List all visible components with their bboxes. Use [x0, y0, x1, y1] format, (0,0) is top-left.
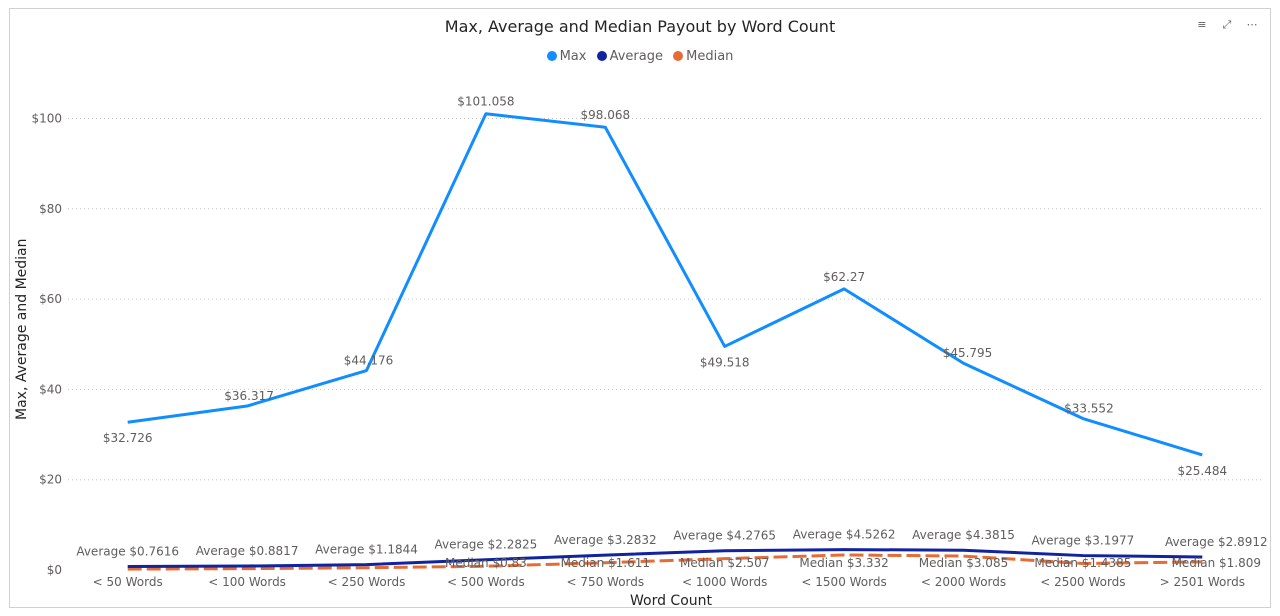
series-line-max[interactable] [127, 112, 1203, 457]
x-tick-label: < 1500 Words [801, 575, 886, 589]
data-label-max: $45.795 [943, 346, 993, 360]
y-tick-label: $100 [31, 112, 62, 126]
filter-icon[interactable]: ≡ [1197, 18, 1207, 31]
series-line-average[interactable] [127, 548, 1203, 569]
data-label-max: $62.27 [823, 270, 865, 284]
data-point-max[interactable] [601, 123, 609, 131]
data-point-average[interactable] [124, 563, 132, 571]
legend-label-average: Average [609, 49, 663, 64]
chart-legend: Max Average Median [10, 49, 1270, 64]
y-tick-label: $80 [39, 202, 62, 216]
focus-mode-icon[interactable]: ⤢ [1222, 18, 1232, 31]
visual-header-icons: ≡ ⤢ ⋯ [1192, 13, 1262, 32]
chart-title: Max, Average and Median Payout by Word C… [444, 17, 836, 36]
data-label-max: $44.176 [344, 354, 394, 368]
y-axis-title: Max, Average and Median [14, 239, 30, 421]
data-point-average[interactable] [960, 546, 968, 554]
x-axis-title: Word Count [630, 593, 713, 607]
data-point-max[interactable] [840, 285, 848, 293]
chart-visual: Max, Average and Median Payout by Word C… [9, 8, 1271, 608]
data-label-max: $36.317 [224, 389, 274, 403]
data-point-average[interactable] [363, 561, 371, 569]
x-tick-label: < 250 Words [328, 575, 406, 589]
data-point-max[interactable] [482, 110, 490, 118]
legend-label-max: Max [559, 49, 587, 64]
legend-label-median: Median [686, 49, 734, 64]
legend-item-median[interactable]: Median [673, 49, 733, 64]
data-point-average[interactable] [243, 562, 251, 570]
x-tick-label: < 2500 Words [1040, 575, 1125, 589]
data-point-average[interactable] [721, 547, 729, 555]
x-tick-label: < 100 Words [208, 575, 286, 589]
x-tick-label: > 2501 Words [1160, 575, 1245, 589]
data-label-median: Median $1.4385 [1034, 556, 1131, 570]
data-label-average: Average $0.7616 [76, 545, 179, 559]
data-label-median: Median $1.809 [1172, 556, 1261, 570]
data-label-average: Average $0.8817 [196, 544, 299, 558]
x-tick-label: < 50 Words [93, 575, 163, 589]
x-tick-label: < 750 Words [566, 575, 644, 589]
data-label-average: Average $2.2825 [435, 538, 538, 552]
data-point-max[interactable] [363, 367, 371, 375]
data-label-average: Average $1.1844 [315, 543, 418, 557]
data-label-max: $32.726 [103, 431, 153, 445]
data-label-average: Average $4.2765 [673, 529, 776, 543]
legend-marker-average [596, 51, 607, 61]
legend-item-average[interactable]: Average [596, 49, 663, 64]
series-line-median[interactable] [127, 553, 1203, 571]
data-label-average: Average $4.3815 [912, 528, 1015, 542]
data-label-median: Median $2.507 [680, 556, 769, 570]
data-label-average: Average $2.8912 [1165, 535, 1268, 549]
data-point-max[interactable] [721, 342, 729, 350]
data-label-median: Median $0.83 [445, 556, 527, 570]
data-label-max: $33.552 [1064, 402, 1114, 416]
data-point-max[interactable] [1079, 415, 1087, 423]
data-label-max: $98.068 [580, 108, 630, 122]
data-label-median: Median $3.332 [799, 556, 888, 570]
y-tick-label: $20 [39, 473, 62, 487]
data-label-max: $25.484 [1177, 464, 1227, 478]
data-label-max: $49.518 [700, 355, 750, 369]
legend-item-max[interactable]: Max [546, 49, 587, 64]
data-label-median: Median $3.085 [919, 556, 1008, 570]
data-point-max[interactable] [960, 359, 968, 367]
more-options-icon[interactable]: ⋯ [1246, 18, 1258, 31]
data-point-max[interactable] [124, 418, 132, 426]
data-label-median: Median $1.611 [561, 556, 650, 570]
data-label-average: Average $3.1977 [1032, 534, 1135, 548]
y-tick-label: $0 [47, 563, 62, 577]
y-tick-label: $40 [39, 382, 62, 396]
x-tick-label: < 1000 Words [682, 575, 767, 589]
data-label-average: Average $3.2832 [554, 533, 657, 547]
chart-plot: $0 $20 $40 $60 $80 $100 < 50 Words < 100 Words <… [14, 95, 1268, 607]
data-label-average: Average $4.5262 [793, 528, 896, 542]
x-tick-label: < 500 Words [447, 575, 525, 589]
data-point-max[interactable] [243, 402, 251, 410]
data-point-average[interactable] [840, 546, 848, 554]
data-label-max: $101.058 [457, 95, 514, 109]
legend-marker-median [673, 51, 684, 61]
x-tick-label: < 2000 Words [921, 575, 1006, 589]
legend-marker-max [546, 51, 557, 61]
data-point-max[interactable] [1198, 451, 1206, 459]
y-tick-label: $60 [39, 292, 62, 306]
